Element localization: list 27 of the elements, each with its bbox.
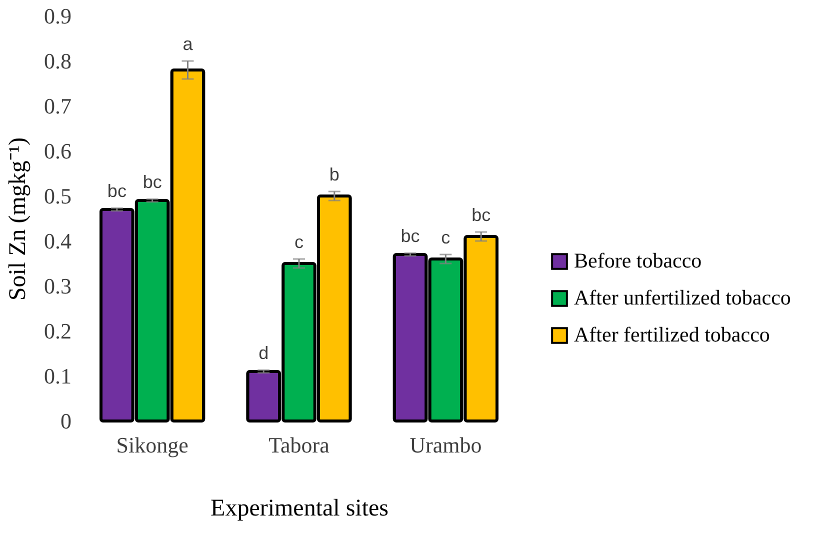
- y-tick-label: 0.5: [44, 184, 72, 208]
- annotation: bc: [107, 181, 126, 202]
- x-tick-label: Urambo: [410, 432, 482, 458]
- y-tick-label: 0.1: [44, 364, 72, 388]
- annotation: bc: [142, 172, 162, 192]
- y-tick-label: 0: [60, 408, 72, 434]
- annotation: bc: [472, 205, 491, 225]
- x-axis-title: Experimental sites: [210, 496, 388, 522]
- legend-label: After fertilized tobacco: [574, 322, 770, 346]
- y-tick-label: 0.9: [44, 4, 72, 28]
- x-tick-label: Tabora: [268, 432, 330, 458]
- x-tick-label: Sikonge: [116, 432, 188, 458]
- annotation: d: [258, 343, 269, 364]
- y-tick-label: 0.4: [44, 228, 72, 254]
- annotation: c: [441, 228, 450, 248]
- y-tick-label: 0.6: [44, 138, 72, 164]
- y-axis-title: Soil Zn (mgkg⁻¹): [5, 137, 31, 301]
- annotation: a: [182, 34, 194, 54]
- annotation: c: [294, 232, 304, 252]
- annotation: b: [329, 164, 340, 184]
- y-tick-label: 0.7: [44, 94, 72, 118]
- y-tick-label: 0.3: [44, 274, 72, 298]
- y-tick-label: 0.2: [44, 318, 72, 344]
- y-tick-label: 0.8: [44, 48, 72, 74]
- annotation: bc: [400, 226, 420, 246]
- legend-label: After unfertilized tobacco: [574, 286, 791, 310]
- legend-label: Before tobacco: [574, 248, 702, 272]
